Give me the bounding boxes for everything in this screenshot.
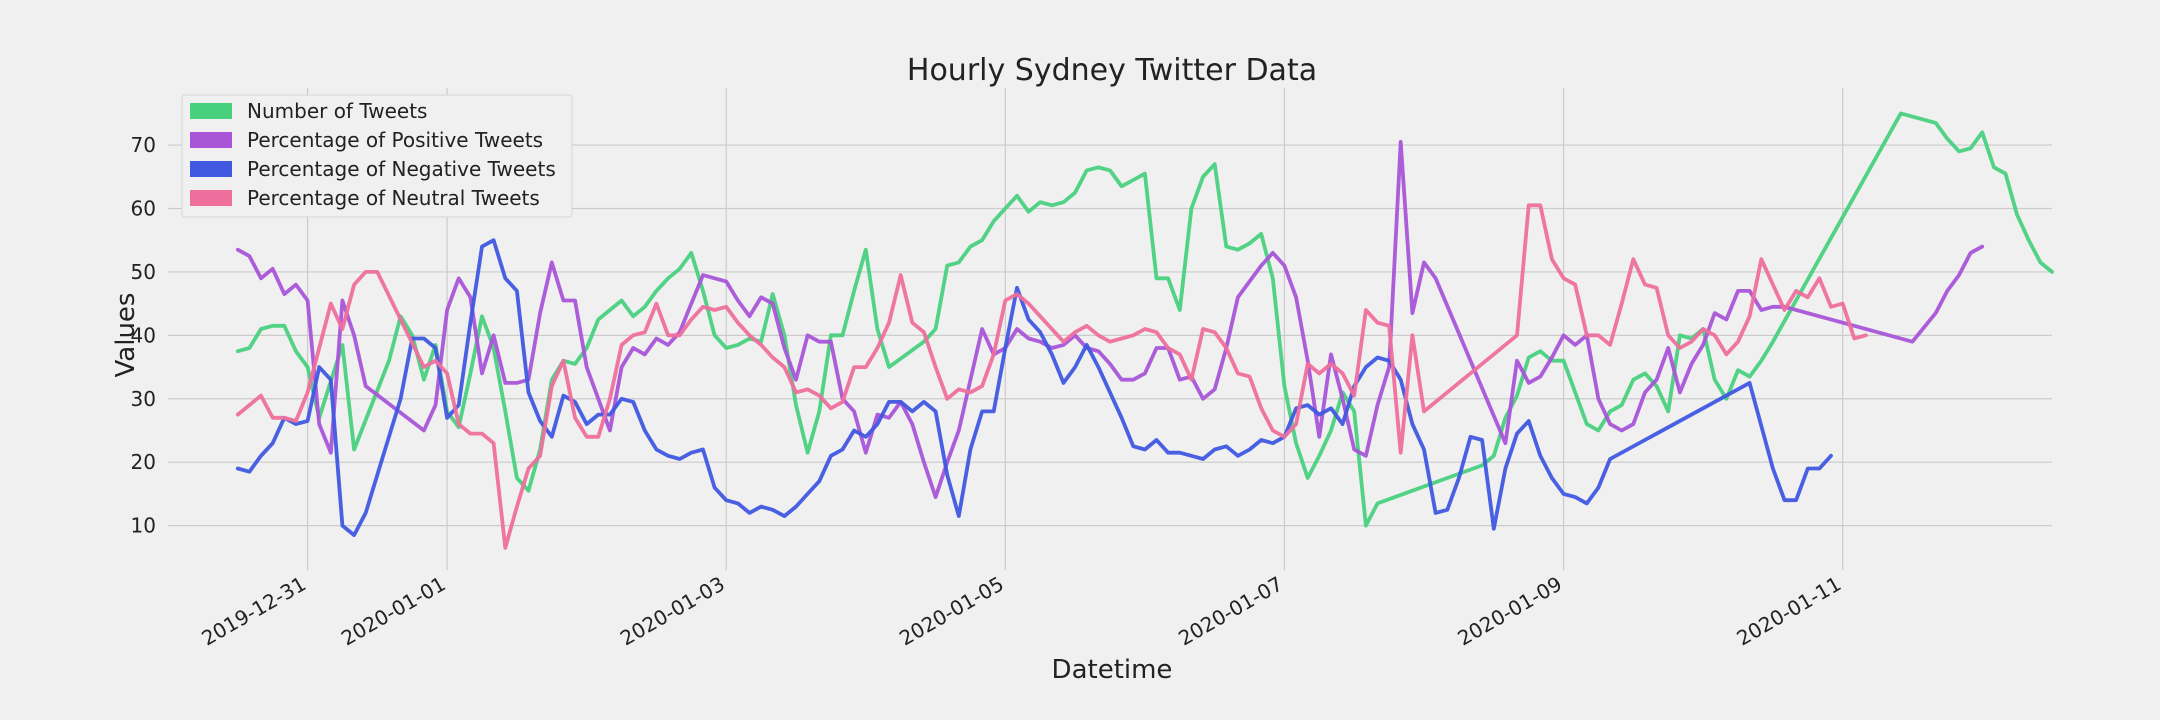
y-axis-label: Values	[111, 293, 141, 378]
legend-box	[181, 94, 573, 218]
series-line-4	[235, 203, 1868, 550]
legend-swatch	[190, 161, 232, 177]
legend-swatch	[190, 103, 232, 119]
y-tick-labels: 10 20 30 40 50 60 70	[131, 133, 156, 538]
legend-label: Percentage of Negative Tweets	[247, 157, 556, 181]
legend-label: Number of Tweets	[247, 99, 427, 123]
x-axis-label: Datetime	[1052, 655, 1173, 685]
legend-swatch	[190, 132, 232, 148]
y-tick-label: 60	[131, 197, 156, 221]
series-line-3	[235, 238, 1833, 537]
chart-title: Hourly Sydney Twitter Data	[907, 53, 1317, 88]
y-tick-label: 40	[131, 323, 156, 347]
y-tick-label: 50	[131, 260, 156, 284]
y-tick-label: 30	[131, 387, 156, 411]
series-lines	[235, 111, 2054, 550]
y-tick-label: 20	[131, 450, 156, 474]
y-tick-label: 10	[131, 514, 156, 538]
legend-label: Percentage of Neutral Tweets	[247, 186, 540, 210]
legend: Number of Tweets Percentage of Positive T…	[181, 94, 573, 218]
legend-label: Percentage of Positive Tweets	[247, 128, 543, 152]
legend-swatch	[190, 190, 232, 206]
y-tick-label: 70	[131, 133, 156, 157]
